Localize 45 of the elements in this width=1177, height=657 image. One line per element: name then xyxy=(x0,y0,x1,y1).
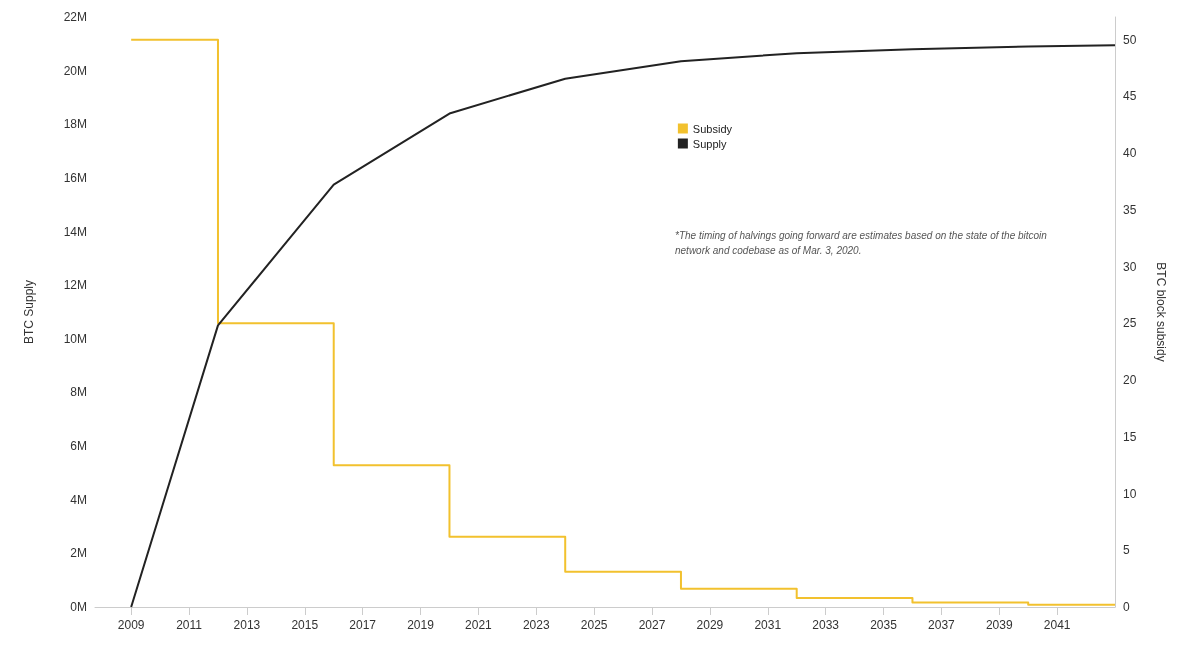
y2-axis-title: BTC block subsidy xyxy=(1154,262,1168,362)
y-tick-label: 16M xyxy=(63,170,87,185)
x-tick-label: 2017 xyxy=(349,618,377,632)
x-tick-label: 2011 xyxy=(176,618,203,632)
y2-tick-label: 0 xyxy=(1123,600,1130,614)
y2-tick-label: 30 xyxy=(1123,259,1137,274)
x-tick-label: 2035 xyxy=(870,618,898,632)
x-tick-label: 2031 xyxy=(754,618,782,632)
y2-tick-label: 15 xyxy=(1123,429,1137,444)
y-tick-label: 4M xyxy=(70,492,87,507)
x-tick-label: 2033 xyxy=(812,618,840,632)
y-tick-label: 14M xyxy=(63,224,87,239)
y-tick-label: 0M xyxy=(70,600,87,614)
x-tick-label: 2027 xyxy=(638,618,666,632)
x-tick-label: 2039 xyxy=(985,618,1013,632)
y2-tick-label: 25 xyxy=(1123,316,1137,331)
y2-tick-label: 45 xyxy=(1123,89,1137,104)
legend-label: Supply xyxy=(692,137,727,150)
y2-tick-label: 35 xyxy=(1123,202,1137,217)
x-tick-label: 2009 xyxy=(117,618,145,632)
y2-tick-label: 40 xyxy=(1123,146,1137,161)
x-tick-label: 2023 xyxy=(522,618,550,632)
y-tick-label: 20M xyxy=(63,63,87,78)
x-tick-label: 2037 xyxy=(928,618,956,632)
y-tick-label: 18M xyxy=(63,117,87,132)
y2-tick-label: 5 xyxy=(1123,543,1130,558)
legend-label: Subsidy xyxy=(692,122,733,135)
y2-tick-label: 20 xyxy=(1123,373,1137,388)
x-tick-label: 2021 xyxy=(465,618,493,632)
y-tick-label: 2M xyxy=(70,546,87,561)
x-tick-label: 2015 xyxy=(291,618,319,632)
x-tick-label: 2013 xyxy=(233,618,261,632)
y-axis-title: BTC Supply xyxy=(22,279,36,345)
x-tick-label: 2041 xyxy=(1043,618,1071,632)
y-tick-label: 8M xyxy=(70,385,87,400)
x-tick-label: 2025 xyxy=(580,618,608,632)
x-tick-label: 2029 xyxy=(696,618,724,632)
x-tick-label: 2019 xyxy=(407,618,435,632)
annotation: *The timing of halvings going forward are estimates based on the state of the bitcoin network and codebase as of Mar. 3, 2020. xyxy=(675,229,1048,258)
y-tick-label: 12M xyxy=(63,278,87,293)
y2-tick-label: 10 xyxy=(1123,486,1137,501)
y-tick-label: 10M xyxy=(63,331,87,346)
y2-tick-label: 50 xyxy=(1123,32,1137,47)
y-tick-label: 6M xyxy=(70,439,87,454)
y-tick-label: 22M xyxy=(63,10,87,24)
